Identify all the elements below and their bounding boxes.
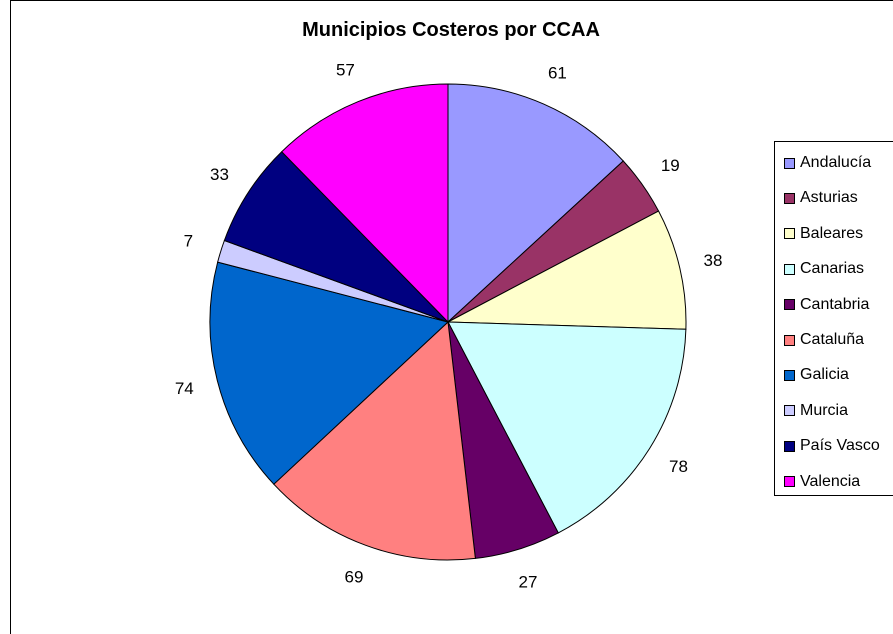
legend-item: Valencia — [784, 467, 860, 497]
legend-label: Asturias — [800, 189, 858, 207]
legend-swatch — [784, 263, 795, 275]
data-label: 27 — [519, 573, 538, 592]
data-label: 69 — [345, 568, 364, 587]
pie-slice-baleares — [446, 210, 687, 330]
data-label: 19 — [661, 156, 680, 175]
legend-item: Canarias — [784, 254, 864, 284]
legend-item: Andalucía — [784, 148, 871, 178]
pie-slices — [209, 83, 687, 561]
data-labels: 61 19 38 78 27 69 74 7 33 57 — [175, 61, 723, 592]
legend-item: País Vasco — [784, 431, 880, 461]
pie-slice-andalucía — [447, 83, 624, 324]
pie-slice-cataluña — [273, 320, 476, 561]
legend-swatch — [784, 334, 795, 346]
legend-item: Galicia — [784, 360, 849, 390]
pie-chart: Municipios Costeros por CCAA 61193878276… — [175, 19, 723, 592]
data-label: 57 — [336, 61, 355, 80]
data-label: 61 — [548, 64, 567, 83]
legend-swatch — [784, 157, 795, 169]
pie-slice-galicia — [209, 261, 450, 485]
legend-label: Galicia — [800, 366, 849, 384]
legend-swatch — [784, 299, 795, 311]
legend-label: Murcia — [800, 401, 849, 419]
legend-item: Murcia — [784, 396, 848, 426]
legend-swatch — [784, 369, 795, 381]
data-label: 33 — [210, 165, 229, 184]
legend-swatch — [784, 476, 795, 488]
legend-label: País Vasco — [800, 437, 880, 455]
legend-item: Cataluña — [784, 325, 864, 355]
legend-swatch — [784, 192, 795, 204]
data-label: 74 — [175, 379, 194, 398]
legend-item: Baleares — [784, 219, 863, 249]
legend-label: Andalucía — [800, 154, 872, 171]
data-label: 78 — [669, 457, 688, 476]
pie-slice-país-vasco — [223, 151, 449, 323]
legend-label: Valencia — [800, 472, 861, 490]
legend-label: Cataluña — [800, 331, 865, 348]
legend-swatch — [784, 228, 795, 240]
legend-label: Baleares — [800, 224, 864, 242]
legend-item: Cantabria — [784, 290, 869, 320]
legend: Andalucía Asturias Baleares Canarias Cantabr… — [774, 141, 893, 496]
legend-swatch — [784, 405, 795, 417]
chart-title: Municipios Costeros por CCAA — [302, 19, 600, 41]
legend-item: Asturias — [784, 183, 858, 213]
data-label: 7 — [184, 232, 193, 251]
data-label: 38 — [704, 251, 723, 270]
pie-slice-valencia — [281, 83, 449, 324]
pie-slice-canarias — [447, 321, 687, 534]
legend-swatch — [784, 440, 795, 452]
chart-area: Municipios Costeros por CCAA 61 19 38 78 27 6… — [10, 0, 893, 634]
legend-label: Canarias — [800, 260, 865, 278]
legend-label: Cantabria — [800, 295, 870, 313]
